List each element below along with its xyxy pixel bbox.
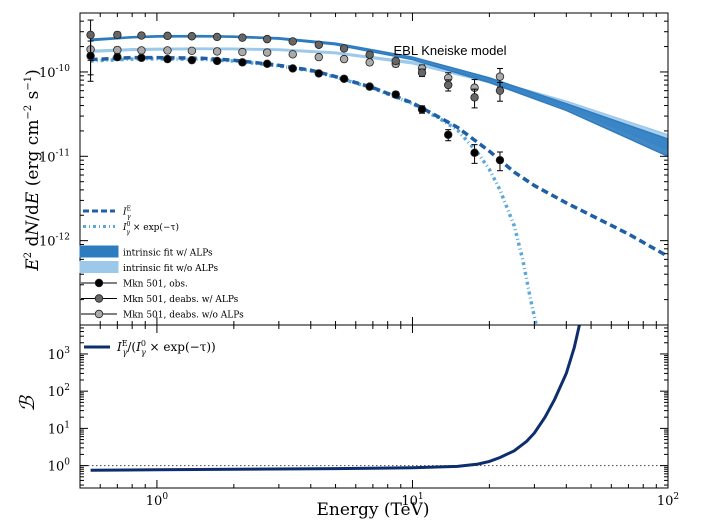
annotation-ebl-model: EBL Kneiske model [394,43,507,58]
y-tick-label-bottom: 103 [48,346,71,363]
legend-marker-mkn-501-obs- [94,278,104,288]
point-mkn-501-deabs-w-alps [113,30,122,40]
point-mkn-501-deabs-w-o-alps [339,54,349,64]
point-mkn-501-obs- [262,59,272,68]
point-mkn-501-deabs-w-alps [238,33,247,42]
point-mkn-501-obs- [238,58,247,67]
point-mkn-501-deabs-w-alps [288,37,297,46]
y-tick-label-bottom: 102 [48,383,70,400]
y-tick-label-top: 10-10 [39,64,70,81]
point-mkn-501-deabs-w-alps [444,80,453,90]
band-intrinsic-fit-w-o-alps [89,47,668,151]
point-mkn-501-deabs-w-o-alps [314,52,323,62]
point-mkn-501-deabs-w-o-alps [137,46,146,55]
point-mkn-501-obs- [314,69,323,78]
point-mkn-501-deabs-w-o-alps [495,72,505,81]
point-mkn-501-deabs-w-alps [314,40,323,49]
point-mkn-501-deabs-w-o-alps [163,46,172,55]
point-mkn-501-deabs-w-o-alps [262,48,272,57]
point-mkn-501-deabs-w-alps [391,56,400,66]
line-ige [90,55,668,258]
point-mkn-501-obs- [365,82,374,91]
point-mkn-501-deabs-w-alps [163,31,172,41]
y-tick-label-top: 10-11 [39,148,70,165]
point-mkn-501-deabs-w-o-alps [365,58,374,67]
point-mkn-501-obs- [470,148,479,158]
legend-key-intrinsic-fit-w-alps [79,245,119,258]
bottom-panel-frame [79,324,669,489]
legend-marker-mkn-501-deabs-w-alps [94,294,104,303]
point-mkn-501-obs- [212,56,222,66]
x-tick-label: 101 [401,492,423,509]
legend-label-i-0-exp-: I0 γ × exp(−τ) [122,221,179,236]
legend-label-i-e: IE γ [122,206,131,221]
point-mkn-501-obs- [86,51,95,61]
point-mkn-501-deabs-w-alps [187,32,197,41]
x-axis-title: Energy (TeV) [316,500,429,520]
point-mkn-501-deabs-w-o-alps [187,46,197,56]
line-boost-ratio [90,325,581,472]
x-tick-label: 100 [146,492,169,509]
point-mkn-501-obs- [137,53,146,63]
y-tick-label-bottom: 101 [48,420,70,437]
legend-label-intrinsic-fit-w-alps: intrinsic fit w/ ALPs [123,249,213,259]
point-mkn-501-obs- [339,74,349,83]
x-tick-label: 102 [657,492,679,509]
y-tick-label-bottom: 100 [48,458,71,475]
point-mkn-501-deabs-w-alps [365,50,374,59]
ratio-legend: IE γ/(I0 γ × exp(−τ)) [84,339,216,357]
point-mkn-501-deabs-w-o-alps [238,47,247,57]
band-intrinsic-fit-w-alps [89,34,668,158]
legend-marker-mkn-501-deabs-w-o-alps [94,309,104,319]
point-mkn-501-obs- [187,55,197,65]
point-mkn-501-deabs-w-o-alps [288,50,297,59]
legend-label-mkn-501-deabs-w-alps: Mkn 501, deabs. w/ ALPs [123,295,239,305]
legend-label-intrinsic-fit-w-o-alps: intrinsic fit w/o ALPs [123,264,218,274]
point-mkn-501-deabs-w-alps [495,86,505,95]
point-mkn-501-deabs-w-alps [417,68,427,77]
point-mkn-501-deabs-w-alps [339,44,349,53]
legend-label-mkn-501-deabs-w-o-alps: Mkn 501, deabs. w/o ALPs [123,311,244,321]
point-mkn-501-deabs-w-o-alps [212,47,222,56]
point-mkn-501-deabs-w-alps [212,32,222,42]
point-mkn-501-obs- [391,90,400,99]
point-mkn-501-deabs-w-alps [137,31,146,40]
point-mkn-501-obs- [444,130,453,139]
point-mkn-501-obs- [113,52,122,62]
point-mkn-501-deabs-w-alps [86,30,95,40]
point-mkn-501-obs- [495,155,505,165]
y-tick-label-top: 10-12 [39,233,70,250]
point-mkn-501-obs- [417,105,427,114]
legend-label-boost-ratio: IE γ/(I0 γ × exp(−τ)) [116,339,216,357]
point-mkn-501-obs- [163,54,172,64]
legend-label-mkn-501-obs-: Mkn 501, obs. [123,280,188,290]
point-mkn-501-deabs-w-alps [470,93,479,102]
legend-key-intrinsic-fit-w-o-alps [79,261,119,273]
y-axis-title-top: E2 dN/dE (erg cm−2 s−1) [23,69,43,271]
y-axis-title-bottom: ℬ [15,395,39,412]
point-mkn-501-deabs-w-alps [262,34,272,44]
chart-legend: IE γI0 γ × exp(−τ) intrinsic fit w/ ALPs int… [79,206,244,321]
point-mkn-501-obs- [288,64,297,73]
point-mkn-501-deabs-w-o-alps [113,45,122,55]
